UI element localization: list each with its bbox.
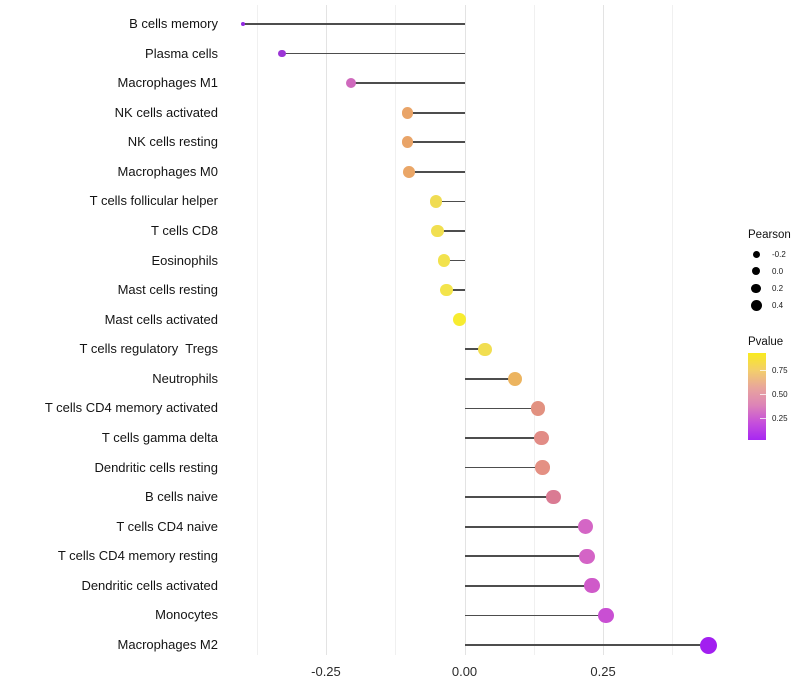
- lollipop-dot: [240, 22, 245, 26]
- lollipop-stick: [409, 171, 465, 173]
- lollipop-dot: [598, 607, 614, 624]
- lollipop-stick: [407, 141, 465, 144]
- lollipop-stick: [407, 111, 465, 114]
- lollipop-dot: [401, 106, 414, 119]
- minor-gridline: [672, 5, 674, 655]
- minor-gridline: [395, 5, 397, 655]
- lollipop-dot: [440, 283, 454, 297]
- row-label: Monocytes: [155, 607, 218, 623]
- row-label: T cells CD8: [151, 223, 218, 238]
- row-label: Macrophages M2: [117, 637, 218, 652]
- x-tick-label: 0.00: [451, 664, 478, 679]
- size-legend-title: Pearson: [748, 229, 791, 241]
- row-label: T cells CD4 memory resting: [57, 548, 218, 564]
- row-label: T cells follicular helper: [89, 193, 218, 209]
- row-label: Mast cells activated: [104, 311, 218, 327]
- lollipop-dot: [545, 489, 561, 505]
- row-label: Mast cells resting: [117, 282, 218, 298]
- x-tick-label: 0.25: [590, 664, 616, 679]
- lollipop-dot: [478, 342, 492, 356]
- row-label: Eosinophils: [151, 252, 219, 268]
- lollipop-stick: [464, 466, 543, 469]
- lollipop-stick: [242, 23, 465, 25]
- row-label: B cells memory: [129, 16, 218, 31]
- size-legend-dot: [750, 299, 762, 311]
- lollipop-stick: [350, 82, 465, 84]
- minor-gridline: [256, 5, 258, 655]
- lollipop-dot: [453, 313, 466, 327]
- lollipop-dot: [577, 519, 593, 535]
- colorbar-tick: [760, 418, 766, 419]
- lollipop-stick: [464, 614, 606, 617]
- lollipop-stick: [444, 259, 465, 262]
- lollipop-stick: [464, 585, 592, 587]
- size-legend-label: 0.4: [772, 300, 784, 310]
- plot-panel: [229, 5, 725, 655]
- row-label: Macrophages M0: [117, 163, 218, 179]
- lollipop-stick: [436, 200, 465, 203]
- size-legend-label: 0.2: [772, 284, 784, 294]
- lollipop-stick: [437, 230, 465, 232]
- lollipop-stick: [464, 525, 586, 528]
- size-legend-dot: [752, 250, 760, 258]
- major-gridline: [325, 5, 327, 655]
- lollipop-dot: [534, 430, 549, 446]
- color-legend-title: Pvalue: [748, 336, 784, 348]
- colorbar-tick: [760, 394, 766, 395]
- row-label: Plasma cells: [145, 45, 218, 61]
- lollipop-stick: [464, 348, 486, 351]
- lollipop-stick: [464, 378, 515, 380]
- lollipop-dot: [431, 224, 444, 238]
- lollipop-stick: [464, 407, 539, 410]
- pvalue-colorbar: [748, 353, 766, 440]
- lollipop-stick: [464, 644, 709, 646]
- major-gridline: [603, 5, 605, 655]
- lollipop-stick: [464, 555, 587, 558]
- row-label: T cells CD4 memory activated: [44, 400, 218, 416]
- size-legend-label: -0.2: [772, 249, 786, 259]
- lollipop-dot: [531, 401, 546, 416]
- lollipop-dot: [584, 578, 600, 594]
- lollipop-stick: [464, 496, 554, 498]
- lollipop-dot: [401, 136, 414, 149]
- row-label: NK cells activated: [114, 104, 218, 120]
- size-legend-dot: [751, 283, 761, 294]
- minor-gridline: [533, 5, 535, 655]
- lollipop-dot: [430, 195, 443, 208]
- colorbar-tick-label: 0.50: [772, 389, 788, 399]
- lollipop-dot: [403, 165, 415, 178]
- row-label: Macrophages M1: [117, 75, 218, 91]
- colorbar-tick: [760, 370, 766, 371]
- lollipop-stick: [281, 52, 465, 55]
- lollipop-stick: [446, 289, 465, 291]
- row-label: T cells CD4 naive: [116, 518, 218, 534]
- colorbar-tick-label: 0.75: [772, 365, 788, 375]
- x-tick-label: -0.25: [311, 664, 341, 679]
- major-gridline: [464, 5, 466, 655]
- row-label: B cells naive: [145, 489, 218, 505]
- lollipop-dot: [507, 371, 522, 386]
- colorbar-tick-label: 0.25: [772, 413, 788, 423]
- lollipop-dot: [277, 49, 286, 58]
- row-label: T cells gamma delta: [101, 430, 218, 445]
- size-legend-label: 0.0: [772, 266, 784, 276]
- row-label: Dendritic cells activated: [81, 577, 218, 593]
- row-label: Neutrophils: [152, 370, 218, 386]
- lollipop-dot: [699, 636, 717, 654]
- lollipop-dot: [535, 460, 550, 475]
- lollipop-stick: [464, 437, 542, 439]
- lollipop-dot: [579, 548, 595, 564]
- row-label: NK cells resting: [127, 134, 218, 150]
- lollipop-dot: [345, 78, 357, 89]
- size-legend-dot: [751, 267, 761, 276]
- row-label: Dendritic cells resting: [94, 459, 218, 475]
- row-label: T cells regulatory Tregs: [79, 341, 218, 357]
- lollipop-dot: [437, 254, 451, 267]
